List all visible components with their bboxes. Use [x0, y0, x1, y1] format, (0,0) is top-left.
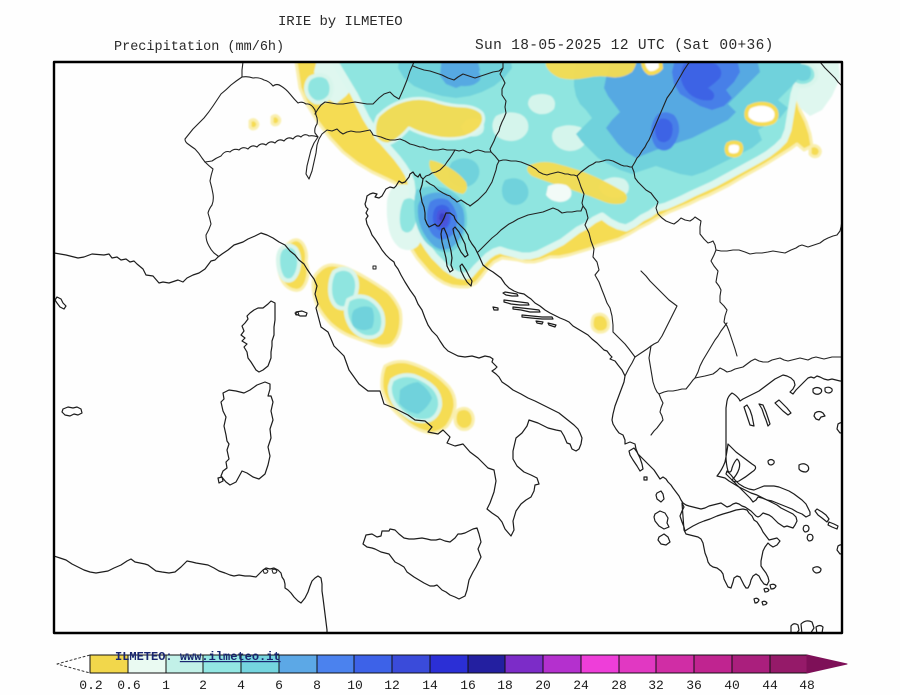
svg-text:2: 2 [199, 678, 207, 693]
svg-text:44: 44 [762, 678, 778, 693]
svg-text:6: 6 [275, 678, 283, 693]
svg-text:4: 4 [237, 678, 245, 693]
svg-text:0.6: 0.6 [117, 678, 140, 693]
svg-text:24: 24 [573, 678, 589, 693]
svg-text:12: 12 [384, 678, 400, 693]
svg-text:16: 16 [460, 678, 476, 693]
svg-text:0.2: 0.2 [79, 678, 102, 693]
svg-text:20: 20 [535, 678, 551, 693]
svg-text:32: 32 [648, 678, 664, 693]
svg-text:18: 18 [497, 678, 513, 693]
svg-text:10: 10 [347, 678, 363, 693]
svg-text:8: 8 [313, 678, 321, 693]
svg-text:36: 36 [686, 678, 702, 693]
svg-text:28: 28 [611, 678, 627, 693]
svg-text:1: 1 [162, 678, 170, 693]
svg-text:48: 48 [799, 678, 815, 693]
svg-text:14: 14 [422, 678, 438, 693]
svg-text:ILMETEO: www.ilmeteo.it: ILMETEO: www.ilmeteo.it [115, 650, 281, 664]
svg-text:40: 40 [724, 678, 740, 693]
